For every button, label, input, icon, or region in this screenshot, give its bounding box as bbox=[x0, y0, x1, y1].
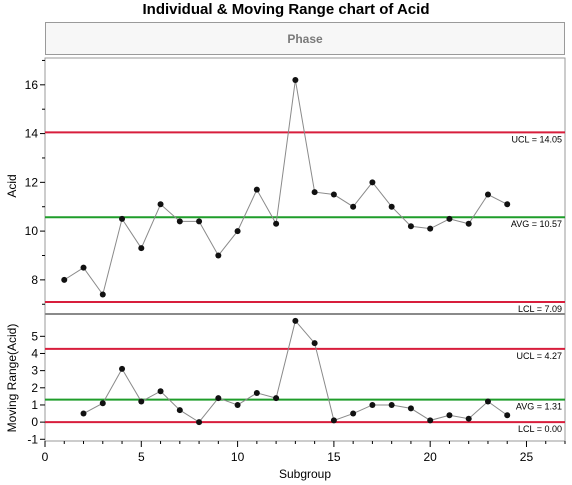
individual-y-tick-label: 16 bbox=[25, 78, 39, 92]
moving-range-data-point bbox=[407, 405, 414, 412]
moving-range-data-point bbox=[369, 401, 376, 408]
individual-data-point bbox=[234, 228, 241, 235]
moving-range-data-point bbox=[504, 412, 511, 419]
individual-data-point bbox=[427, 225, 434, 232]
moving-range-data-point bbox=[99, 400, 106, 407]
individual-data-point bbox=[61, 276, 68, 283]
individual-line-label: AVG = 10.57 bbox=[511, 219, 562, 229]
individual-data-point bbox=[215, 252, 222, 259]
moving-range-data-point bbox=[253, 389, 260, 396]
x-tick-label: 15 bbox=[327, 450, 341, 464]
moving-range-data-point bbox=[157, 388, 164, 395]
moving-range-y-axis-title: Moving Range(Acid) bbox=[5, 324, 19, 433]
moving-range-data-point bbox=[273, 395, 280, 402]
chart-title: Individual & Moving Range chart of Acid bbox=[142, 1, 430, 18]
moving-range-data-point bbox=[292, 317, 299, 324]
moving-range-line-label: LCL = 0.00 bbox=[518, 424, 562, 434]
individual-line-label: LCL = 7.09 bbox=[518, 304, 562, 314]
individual-data-point bbox=[350, 203, 357, 210]
phase-header: Phase bbox=[45, 22, 565, 55]
moving-range-data-point bbox=[196, 419, 203, 426]
individual-y-tick-label: 8 bbox=[31, 273, 38, 287]
individual-data-point bbox=[99, 291, 106, 298]
individual-y-tick-label: 12 bbox=[25, 175, 39, 189]
individual-data-point bbox=[273, 220, 280, 227]
moving-range-plot-frame bbox=[44, 313, 566, 442]
moving-range-y-tick-label: 1 bbox=[31, 398, 38, 412]
moving-range-data-point bbox=[330, 417, 337, 424]
moving-range-y-tick-label: 0 bbox=[31, 415, 38, 429]
moving-range-data-point bbox=[176, 407, 183, 414]
moving-range-line-label: UCL = 4.27 bbox=[517, 351, 562, 361]
individual-data-point bbox=[138, 245, 145, 252]
moving-range-data-point bbox=[138, 398, 145, 405]
individual-y-axis-title: Acid bbox=[5, 174, 19, 197]
individual-y-tick-label: 14 bbox=[25, 127, 39, 141]
individual-data-point bbox=[446, 215, 453, 222]
individual-line-label: UCL = 14.05 bbox=[512, 134, 562, 144]
individual-series-line bbox=[63, 79, 508, 296]
individual-y-tick-label: 10 bbox=[25, 224, 39, 238]
individual-data-point bbox=[369, 179, 376, 186]
moving-range-data-point bbox=[80, 410, 87, 417]
moving-range-data-point bbox=[311, 340, 318, 347]
moving-range-data-point bbox=[427, 417, 434, 424]
individual-data-point bbox=[330, 191, 337, 198]
moving-range-line-label: AVG = 1.31 bbox=[516, 402, 562, 412]
individual-plot-frame bbox=[44, 57, 566, 315]
moving-range-data-point bbox=[350, 410, 357, 417]
individual-data-point bbox=[311, 189, 318, 196]
x-tick-label: 5 bbox=[138, 450, 145, 464]
moving-range-y-tick-label: -1 bbox=[27, 432, 38, 446]
individual-data-point bbox=[407, 223, 414, 230]
individual-data-point bbox=[465, 220, 472, 227]
moving-range-data-point bbox=[465, 415, 472, 422]
individual-data-point bbox=[157, 201, 164, 208]
individual-chart: 8 10 12 14 16 UCL = 14.05 AVG = 10.57 LCL = 7.0… bbox=[25, 59, 565, 314]
individual-data-point bbox=[484, 191, 491, 198]
moving-range-data-point bbox=[215, 395, 222, 402]
moving-range-y-tick-label: 2 bbox=[31, 381, 38, 395]
x-tick-label: 10 bbox=[231, 450, 245, 464]
individual-data-point bbox=[196, 218, 203, 225]
moving-range-data-point bbox=[388, 401, 395, 408]
x-axis: 0 5 10 15 20 25 bbox=[42, 441, 566, 464]
individual-data-point bbox=[176, 218, 183, 225]
individual-data-point bbox=[504, 201, 511, 208]
moving-range-data-point bbox=[234, 401, 241, 408]
moving-range-data-point bbox=[119, 365, 126, 372]
individual-data-point bbox=[80, 264, 87, 271]
x-tick-label: 0 bbox=[42, 450, 49, 464]
moving-range-y-tick-label: 5 bbox=[31, 329, 38, 343]
moving-range-y-tick-label: 3 bbox=[31, 364, 38, 378]
individual-data-point bbox=[119, 215, 126, 222]
moving-range-y-tick-label: 4 bbox=[31, 346, 38, 360]
moving-range-data-point bbox=[484, 398, 491, 405]
individual-data-point bbox=[253, 186, 260, 193]
x-axis-title: Subgroup bbox=[279, 467, 331, 481]
individual-data-point bbox=[292, 76, 299, 83]
x-tick-label: 20 bbox=[424, 450, 438, 464]
individual-data-point bbox=[388, 203, 395, 210]
x-tick-label: 25 bbox=[520, 450, 534, 464]
moving-range-data-point bbox=[446, 412, 453, 419]
moving-range-chart: -1 0 1 2 3 4 5 UCL = 4.27 AVG = 1.31 LCL = 0.00 bbox=[27, 317, 565, 446]
